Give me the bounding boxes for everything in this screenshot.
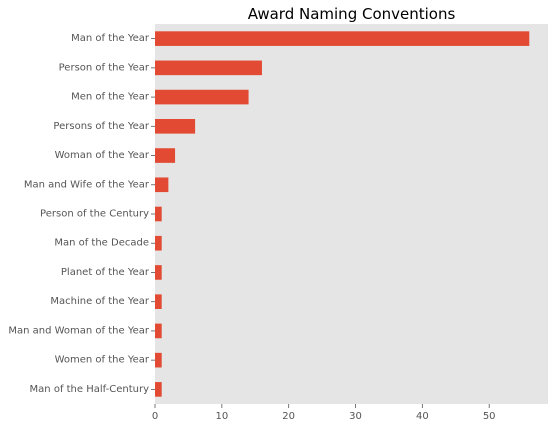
bar	[155, 382, 162, 397]
bar	[155, 148, 176, 163]
x-tick-label: 30	[349, 411, 362, 422]
bar	[155, 89, 249, 105]
plot-area	[155, 24, 548, 404]
category-label: Man and Woman of the Year	[8, 325, 150, 336]
category-label: Men of the Year	[71, 92, 150, 103]
category-label: Planet of the Year	[61, 267, 150, 278]
bar	[155, 352, 162, 368]
bar	[155, 206, 162, 222]
category-labels: Man of the Year Person of the Year Men of …	[8, 33, 155, 395]
bar	[155, 235, 162, 251]
bar	[155, 119, 196, 134]
category-label: Man and Wife of the Year	[24, 179, 150, 190]
category-label: Woman of the Year	[55, 150, 150, 161]
chart-title: Award Naming Conventions	[248, 5, 456, 23]
x-tick-label: 10	[215, 411, 228, 422]
category-label: Man of the Half-Century	[30, 384, 150, 395]
bar	[155, 31, 530, 46]
category-label: Man of the Year	[71, 33, 150, 44]
category-label: Women of the Year	[55, 355, 150, 366]
x-tick-label: 40	[416, 411, 429, 422]
category-label: Persons of the Year	[53, 121, 149, 132]
x-tick-label: 20	[282, 411, 295, 422]
bar	[155, 177, 169, 193]
bar	[155, 294, 162, 309]
bar	[155, 265, 162, 280]
category-label: Machine of the Year	[50, 296, 150, 307]
category-label: Man of the Decade	[54, 238, 149, 249]
x-tick-label: 0	[152, 411, 158, 422]
x-tick-label: 50	[483, 411, 496, 422]
category-label: Person of the Year	[59, 62, 150, 73]
bar	[155, 60, 262, 76]
bars-layer	[155, 31, 530, 397]
x-axis-ticks: 0 10 20 30 40 50	[152, 404, 496, 422]
bar	[155, 323, 162, 339]
category-label: Person of the Century	[40, 209, 149, 220]
